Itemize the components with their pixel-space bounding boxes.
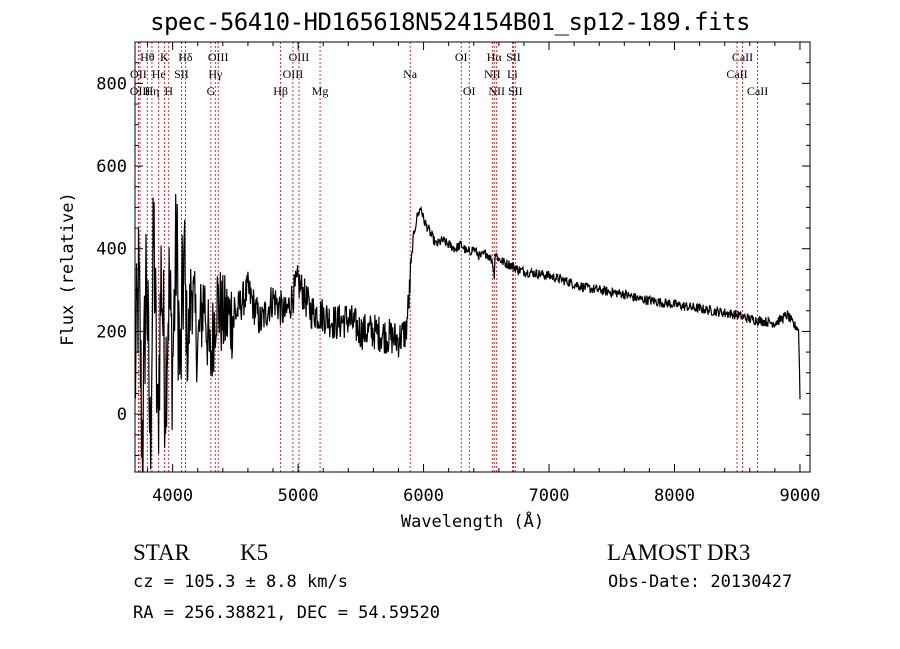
marker-label: K [160, 50, 169, 64]
y-tick-label: 0 [117, 405, 127, 425]
marker-label: G [207, 84, 216, 98]
marker-label: NII [488, 84, 505, 98]
marker-label: Mg [312, 84, 329, 98]
marker-label: OIII [283, 67, 304, 81]
marker-label: Li [507, 67, 518, 81]
spectrum-line [134, 193, 801, 473]
marker-label: Hθ [140, 50, 155, 64]
marker-label: SII [174, 67, 189, 81]
marker-label: OIII [208, 50, 229, 64]
marker-label: Hδ [178, 50, 193, 64]
marker-label: Hα [487, 50, 503, 64]
x-tick-label: 8000 [654, 486, 695, 506]
x-axis-label: Wavelength (Å) [401, 510, 544, 532]
marker-label: Na [403, 67, 418, 81]
marker-label: OIII [289, 50, 310, 64]
chart-title: spec-56410-HD165618N524154B01_sp12-189.f… [150, 8, 750, 36]
x-tick-label: 6000 [403, 486, 444, 506]
redshift-cz: cz = 105.3 ± 8.8 km/s [133, 572, 348, 592]
object-class: STAR [133, 540, 190, 565]
marker-label: Hη [144, 84, 159, 98]
plot-frame [134, 41, 811, 473]
y-tick-label: 400 [96, 240, 127, 260]
marker-label: Hγ [208, 67, 223, 81]
marker-label: SII [508, 84, 523, 98]
marker-label: CaII [726, 67, 747, 81]
marker-label: CaII [732, 50, 753, 64]
y-tick-label: 800 [96, 74, 127, 94]
marker-label: CaII [747, 84, 768, 98]
marker-label: Hβ [273, 84, 288, 98]
ra-dec-coordinates: RA = 256.38821, DEC = 54.59520 [133, 603, 441, 623]
survey-name: LAMOST DR3 [607, 540, 751, 565]
observation-date: Obs-Date: 20130427 [608, 572, 793, 592]
spectral-subclass: K5 [240, 540, 269, 565]
marker-label: SII [506, 50, 521, 64]
x-tick-label: 9000 [779, 486, 820, 506]
marker-label: OII [130, 67, 147, 81]
y-tick-label: 600 [96, 157, 127, 177]
x-tick-label: 7000 [529, 486, 570, 506]
marker-label: H [164, 84, 173, 98]
marker-label: NII [484, 67, 501, 81]
y-axis-label: Flux (relative) [58, 192, 78, 346]
y-tick-label: 200 [96, 322, 127, 342]
marker-label: OI [455, 50, 468, 64]
x-tick-label: 5000 [278, 486, 319, 506]
line-markers [137, 42, 758, 472]
marker-label: He [152, 67, 166, 81]
marker-label: OI [463, 84, 476, 98]
x-tick-label: 4000 [152, 486, 193, 506]
y-axis-ticks: 0 200 400 600 800 [96, 41, 810, 456]
x-axis-ticks: 4000 5000 6000 7000 8000 9000 [147, 42, 820, 506]
